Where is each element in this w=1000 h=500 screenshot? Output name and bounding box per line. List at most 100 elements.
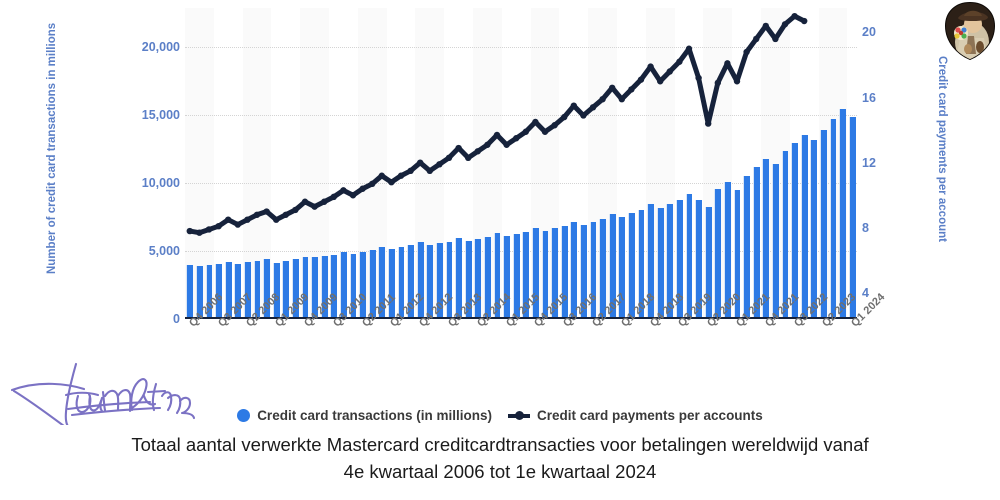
bar[interactable] xyxy=(723,181,731,317)
bar[interactable] xyxy=(522,232,530,317)
signature-jan-martens xyxy=(10,362,196,425)
bar[interactable] xyxy=(771,163,779,317)
y-axis-left-tick: 5,000 xyxy=(148,244,180,259)
bar[interactable] xyxy=(397,247,405,317)
bar[interactable] xyxy=(695,200,703,317)
y-axis-left-ticks: 0 5,000 10,000 15,000 20,000 xyxy=(120,8,180,326)
bar[interactable] xyxy=(205,265,213,317)
circle-marker-icon xyxy=(237,409,251,422)
bar[interactable] xyxy=(195,266,203,317)
bar[interactable] xyxy=(186,265,194,317)
bar[interactable] xyxy=(829,118,837,317)
bar[interactable] xyxy=(234,264,242,317)
bar[interactable] xyxy=(253,260,261,317)
x-axis-baseline xyxy=(185,317,857,319)
bar[interactable] xyxy=(503,236,511,317)
bar[interactable] xyxy=(618,217,626,317)
bar[interactable] xyxy=(675,199,683,317)
bar[interactable] xyxy=(215,264,223,317)
bar[interactable] xyxy=(589,221,597,317)
bar[interactable] xyxy=(570,221,578,317)
chart-caption: Totaal aantal verwerkte Mastercard credi… xyxy=(0,432,1000,486)
legend-label-transactions: Credit card transactions (in millions) xyxy=(257,408,492,423)
bar[interactable] xyxy=(301,256,309,317)
bar[interactable] xyxy=(733,190,741,317)
bar[interactable] xyxy=(435,243,443,317)
legend-item-transactions: Credit card transactions (in millions) xyxy=(237,408,492,423)
y-axis-right-title: Credit card payments per account xyxy=(936,56,948,242)
bar[interactable] xyxy=(512,234,520,317)
bar[interactable] xyxy=(291,258,299,317)
y-axis-left-title: Number of credit card transactions in mi… xyxy=(46,22,58,274)
bar[interactable] xyxy=(455,237,463,317)
bar-series xyxy=(185,8,857,317)
bar[interactable] xyxy=(426,244,434,317)
bar[interactable] xyxy=(560,226,568,317)
legend-item-payments: Credit card payments per accounts xyxy=(507,408,763,423)
y-axis-right-ticks: 4 8 12 16 20 xyxy=(862,8,888,319)
bar[interactable] xyxy=(320,256,328,317)
legend-label-payments: Credit card payments per accounts xyxy=(536,408,763,423)
bar[interactable] xyxy=(781,151,789,317)
bar[interactable] xyxy=(800,135,808,317)
caption-line-1: Totaal aantal verwerkte Mastercard credi… xyxy=(131,434,869,455)
bar[interactable] xyxy=(474,239,482,317)
y-axis-right-tick: 16 xyxy=(862,90,876,105)
bar[interactable] xyxy=(839,109,847,317)
bar[interactable] xyxy=(243,262,251,317)
bar[interactable] xyxy=(378,247,386,317)
bar[interactable] xyxy=(599,218,607,317)
chart-legend: Credit card transactions (in millions) C… xyxy=(0,408,1000,423)
bar[interactable] xyxy=(407,245,415,317)
bar[interactable] xyxy=(493,233,501,317)
bar[interactable] xyxy=(541,231,549,317)
bar[interactable] xyxy=(349,254,357,317)
line-marker-icon xyxy=(507,409,530,422)
gridline xyxy=(185,251,857,253)
bar[interactable] xyxy=(263,259,271,317)
bar[interactable] xyxy=(330,254,338,317)
avatar-logo-icon xyxy=(944,2,996,60)
bar[interactable] xyxy=(531,228,539,317)
y-axis-left-tick: 0 xyxy=(173,312,180,326)
bar[interactable] xyxy=(608,213,616,317)
bar[interactable] xyxy=(762,159,770,317)
bar[interactable] xyxy=(445,241,453,317)
bar[interactable] xyxy=(704,207,712,317)
y-axis-right-tick: 8 xyxy=(862,220,869,235)
bar[interactable] xyxy=(368,250,376,317)
y-axis-left-tick: 20,000 xyxy=(141,40,180,55)
bar[interactable] xyxy=(819,129,827,317)
bar[interactable] xyxy=(551,228,559,317)
bar[interactable] xyxy=(627,213,635,317)
caption-line-2: 4e kwartaal 2006 tot 1e kwartaal 2024 xyxy=(343,460,657,482)
y-axis-left-tick: 15,000 xyxy=(141,108,180,123)
bar[interactable] xyxy=(416,242,424,317)
bar[interactable] xyxy=(339,252,347,317)
y-axis-right-tick: 12 xyxy=(862,155,876,170)
bar[interactable] xyxy=(464,241,472,317)
bar[interactable] xyxy=(637,209,645,317)
plot-area xyxy=(185,8,857,319)
bar[interactable] xyxy=(579,224,587,317)
y-axis-right-tick: 4 xyxy=(862,285,869,300)
bar[interactable] xyxy=(483,237,491,317)
bar[interactable] xyxy=(714,189,722,317)
bar[interactable] xyxy=(810,140,818,317)
x-axis-ticks: Q4 2006 Q3 2007 Q2 2008 Q1 2009 Q4 2009 Q3 20… xyxy=(185,291,888,381)
bar[interactable] xyxy=(848,117,856,317)
bar[interactable] xyxy=(666,203,674,317)
bar[interactable] xyxy=(359,251,367,317)
bar[interactable] xyxy=(752,166,760,317)
bar[interactable] xyxy=(387,249,395,317)
bar[interactable] xyxy=(743,175,751,317)
bar[interactable] xyxy=(656,208,664,317)
bar[interactable] xyxy=(282,261,290,317)
bar[interactable] xyxy=(685,193,693,317)
bar[interactable] xyxy=(224,261,232,317)
y-axis-left-tick: 10,000 xyxy=(141,176,180,191)
bar[interactable] xyxy=(272,263,280,317)
bar[interactable] xyxy=(647,204,655,317)
bar[interactable] xyxy=(311,256,319,317)
